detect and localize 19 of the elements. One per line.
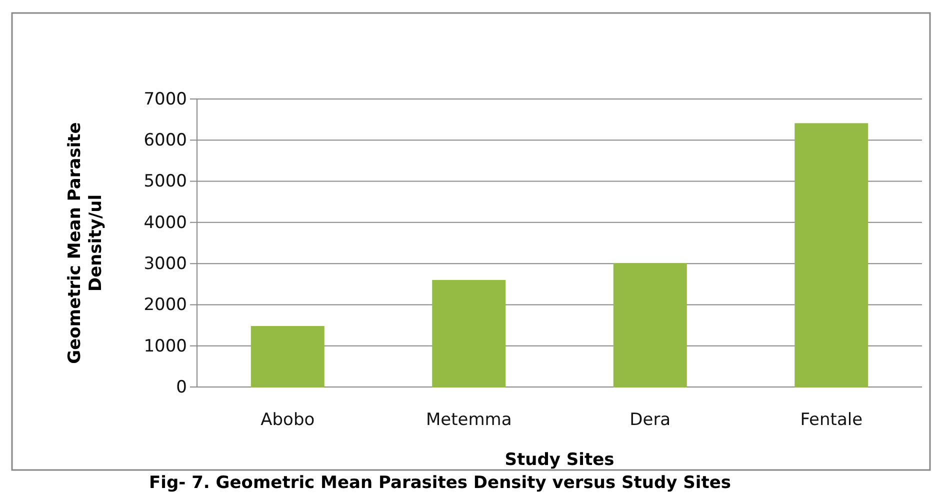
x-axis-title: Study Sites [504,450,614,470]
y-tick-label: 6000 [144,130,187,151]
x-tick-label: Dera [630,410,671,430]
y-tick-label: 0 [176,377,187,398]
x-tick-label: Metemma [426,410,512,430]
bar [432,280,506,388]
y-tick-label: 4000 [144,212,187,233]
bar [250,326,324,388]
y-tick-label: 3000 [144,254,187,274]
x-tick-label: Fentale [800,410,863,430]
bar [794,123,868,388]
y-tick-label: 5000 [144,172,187,192]
y-tick-label: 1000 [144,336,187,356]
y-tick-label: 2000 [144,295,187,316]
bar [613,263,687,388]
y-tick-label: 7000 [144,89,187,110]
text: Fig- 7. Geometric Mean Parasites Density versus Study Sites [149,473,731,493]
x-tick-label: Abobo [260,410,315,430]
y-axis-title: Geometric Mean Parasite Density/ul [65,122,106,364]
